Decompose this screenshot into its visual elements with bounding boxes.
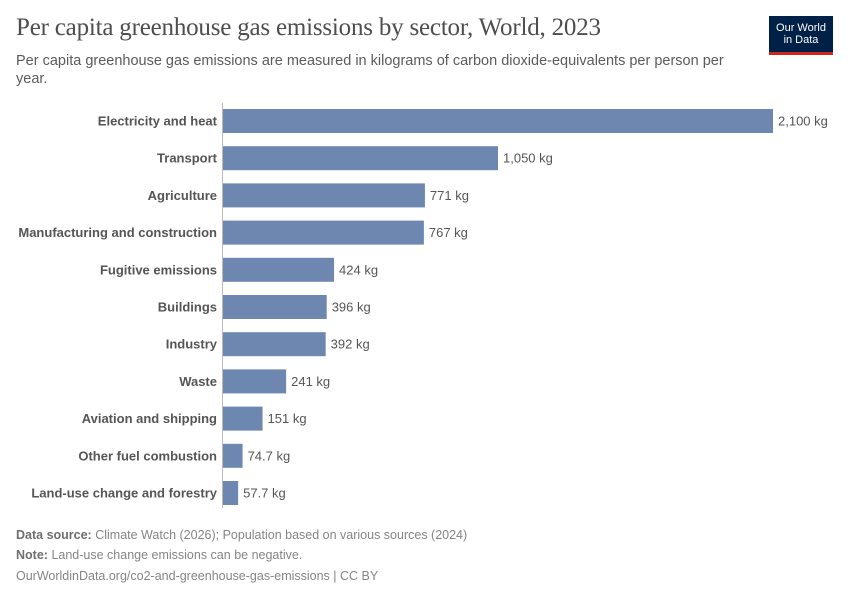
category-label: Manufacturing and construction [18,225,217,240]
source-label: Data source: [16,528,92,542]
bar[interactable] [223,220,424,245]
category-label: Other fuel combustion [78,448,217,463]
source-url[interactable]: OurWorldinData.org/co2-and-greenhouse-ga… [16,569,379,583]
chart-subtitle: Per capita greenhouse gas emissions are … [16,53,724,87]
bar[interactable] [223,183,425,208]
value-label: 1,050 kg [503,151,553,166]
value-label: 771 kg [430,188,469,203]
note-text: Land-use change emissions can be negativ… [51,548,303,562]
value-label: 392 kg [331,337,370,352]
logo-line-2: in Data [783,34,819,46]
bar[interactable] [223,481,239,505]
value-label: 2,100 kg [778,114,828,129]
source-text: Climate Watch (2026); Population based o… [95,528,468,542]
category-label: Electricity and heat [98,114,218,129]
category-label: Industry [166,337,218,352]
category-label: Land-use change and forestry [31,486,217,501]
value-label: 151 kg [268,411,307,426]
bar-chart: Electricity and heat 2,100 kg Transport 1,0… [18,103,828,508]
value-label: 241 kg [291,374,330,389]
value-label: 74.7 kg [248,448,291,463]
note: Note: Land-use change emissions can be n… [16,548,302,562]
value-label: 57.7 kg [243,486,286,501]
logo-line-1: Our World [776,22,826,34]
value-label: 424 kg [339,262,378,277]
category-label: Agriculture [148,188,217,203]
bar[interactable] [223,109,773,133]
bar[interactable] [223,443,243,468]
value-label: 767 kg [429,225,468,240]
owid-logo[interactable]: Our World in Data [769,16,833,55]
bar[interactable] [223,369,287,394]
bar[interactable] [223,257,335,282]
bar[interactable] [223,332,326,357]
category-label: Buildings [158,300,217,315]
note-label: Note: [16,548,48,562]
value-label: 396 kg [332,300,371,315]
bar[interactable] [223,406,263,431]
bar[interactable] [223,146,498,171]
data-source: Data source: Climate Watch (2026); Popul… [16,528,467,542]
category-label: Transport [157,151,218,166]
chart-title: Per capita greenhouse gas emissions by s… [16,14,601,41]
category-label: Waste [179,374,217,389]
category-label: Aviation and shipping [82,411,217,426]
bar[interactable] [223,295,327,319]
category-label: Fugitive emissions [100,262,217,277]
